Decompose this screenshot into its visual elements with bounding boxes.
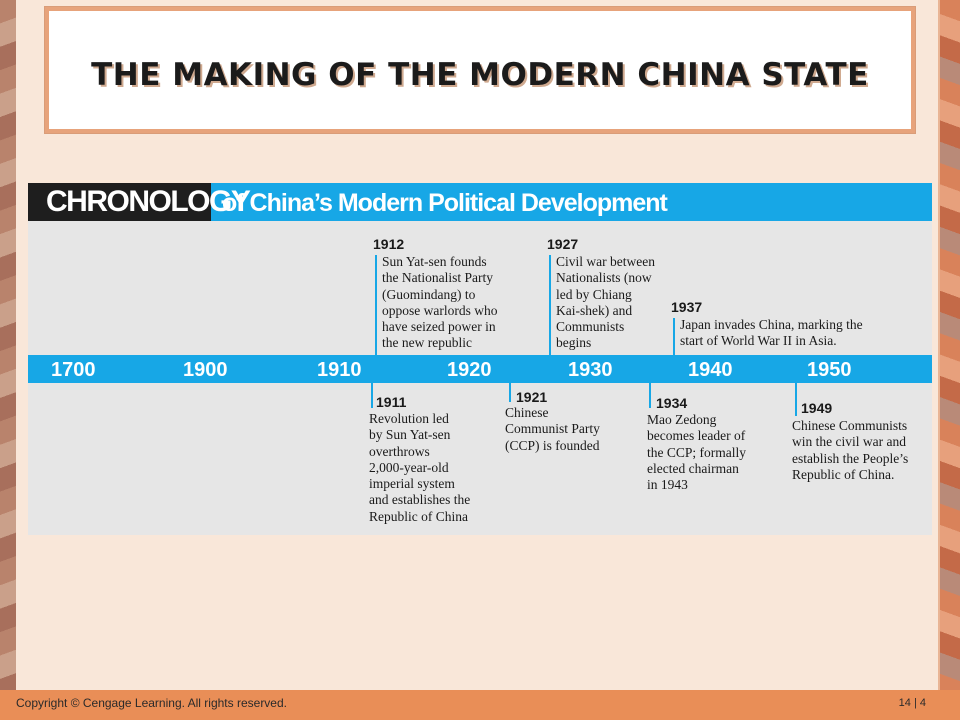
event-year-1912: 1912 <box>373 236 405 252</box>
tick-1950: 1950 <box>807 359 852 381</box>
copyright-text: Copyright © Cengage Learning. All rights… <box>16 696 287 710</box>
event-marker-1927 <box>549 255 551 355</box>
event-text-1911: Revolution led by Sun Yat-sen overthrows… <box>369 411 471 524</box>
event-year-1934: 1934 <box>656 395 688 411</box>
event-marker-1934 <box>649 383 651 408</box>
event-text-1912: Sun Yat-sen founds the Nationalist Party… <box>382 254 498 351</box>
event-marker-1937 <box>673 318 675 355</box>
tick-1900: 1900 <box>183 359 228 381</box>
event-text-1934: Mao Zedong becomes leader of the CCP; fo… <box>647 412 746 493</box>
event-marker-1912 <box>375 255 377 355</box>
timeline-bar: 1700 1900 1910 1920 1930 1940 1950 <box>28 355 932 383</box>
event-year-1911: 1911 <box>376 394 407 410</box>
event-text-1949: Chinese Communists win the civil war and… <box>792 418 909 482</box>
chronology-figure: CHRONOLOGY of China’s Modern Political D… <box>28 183 932 535</box>
event-year-1949: 1949 <box>801 400 833 416</box>
event-text-1921: Chinese Communist Party (CCP) is founded <box>505 405 600 453</box>
tick-1920: 1920 <box>447 359 492 381</box>
page-number: 14 | 4 <box>898 697 926 709</box>
tick-1700: 1700 <box>51 359 96 381</box>
title-box: THE MAKING OF THE MODERN CHINA STATE <box>45 7 915 133</box>
tick-1930: 1930 <box>568 359 613 381</box>
chronology-subtitle: of China’s Modern Political Development <box>222 189 668 217</box>
tick-1940: 1940 <box>688 359 733 381</box>
chronology-label: CHRONOLOGY <box>28 183 251 221</box>
event-year-1921: 1921 <box>516 389 548 405</box>
tick-1910: 1910 <box>317 359 362 381</box>
event-text-1937: Japan invades China, marking the start o… <box>680 317 863 349</box>
chronology-header: CHRONOLOGY of China’s Modern Political D… <box>28 183 932 221</box>
event-marker-1949 <box>795 383 797 416</box>
event-text-1927: Civil war between Nationalists (now led … <box>556 254 655 351</box>
event-marker-1911 <box>371 383 373 408</box>
slide-title: THE MAKING OF THE MODERN CHINA STATE <box>91 57 869 93</box>
event-year-1937: 1937 <box>671 299 703 315</box>
footer-bar: Copyright © Cengage Learning. All rights… <box>0 690 960 720</box>
event-marker-1921 <box>509 383 511 402</box>
event-year-1927: 1927 <box>547 236 579 252</box>
right-decorative-strip <box>940 0 960 690</box>
left-decorative-strip <box>0 0 16 690</box>
right-border-line <box>938 0 940 690</box>
